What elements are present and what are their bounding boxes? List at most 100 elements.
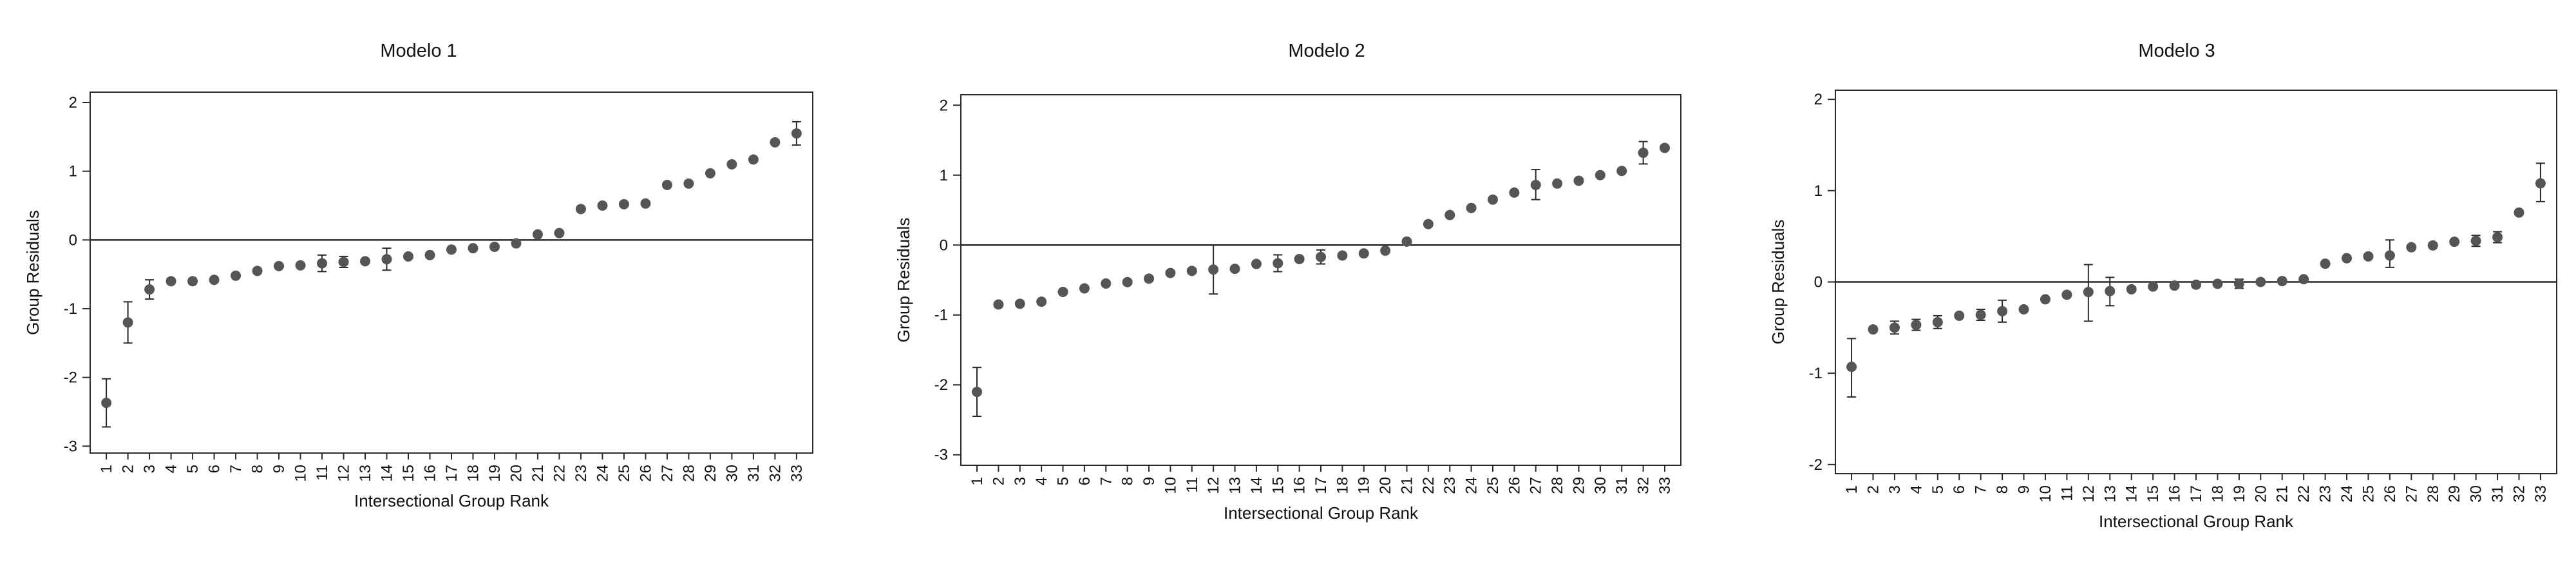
plot-frame: [960, 94, 1681, 466]
x-tick-label: 9: [2016, 485, 2033, 494]
data-point: [748, 154, 759, 165]
y-tick-label: 0: [69, 231, 77, 249]
data-point: [1846, 362, 1857, 372]
x-tick-label: 9: [1141, 477, 1158, 485]
data-point: [661, 180, 672, 190]
x-tick-label: 22: [551, 465, 568, 482]
x-tick-label: 16: [422, 465, 439, 482]
y-tick-label: -3: [934, 447, 948, 464]
data-point: [144, 284, 155, 295]
data-point: [2449, 237, 2460, 247]
x-tick-label: 15: [1269, 477, 1287, 494]
x-axis-label: Intersectional Group Rank: [2099, 512, 2294, 531]
data-point: [2083, 287, 2094, 298]
data-point: [726, 159, 737, 169]
x-tick-label: 28: [680, 465, 697, 482]
x-tick-label: 2: [120, 465, 137, 473]
data-point: [640, 198, 651, 209]
data-point: [2514, 207, 2524, 218]
data-point: [2255, 276, 2266, 287]
data-point: [468, 243, 478, 254]
data-point: [2212, 278, 2223, 289]
data-point: [575, 204, 586, 215]
data-point: [1251, 258, 1262, 269]
x-tick-label: 20: [2252, 485, 2269, 503]
y-tick-label: -1: [934, 307, 948, 324]
x-tick-label: 20: [1377, 477, 1394, 494]
data-point: [554, 227, 565, 238]
x-tick-label: 31: [1613, 477, 1631, 494]
data-point: [2535, 178, 2546, 189]
x-tick-label: 5: [1055, 477, 1072, 485]
x-tick-label: 32: [2510, 485, 2528, 503]
data-point: [360, 256, 371, 267]
x-tick-label: 15: [400, 465, 417, 482]
x-tick-label: 26: [1506, 477, 1523, 494]
x-tick-label: 18: [1334, 477, 1351, 494]
data-point: [511, 238, 522, 249]
data-point: [972, 387, 983, 398]
x-tick-label: 29: [1570, 477, 1587, 494]
x-tick-label: 25: [1484, 477, 1502, 494]
data-point: [2406, 242, 2417, 253]
x-tick-label: 22: [1420, 477, 1437, 494]
y-tick-label: -1: [64, 300, 77, 318]
data-point: [2492, 232, 2503, 243]
data-point: [2363, 251, 2374, 262]
x-tick-label: 30: [1592, 477, 1609, 494]
data-point: [2320, 258, 2331, 269]
x-tick-label: 4: [1033, 477, 1050, 485]
x-tick-label: 30: [2468, 485, 2485, 503]
y-tick-label: -2: [64, 369, 77, 387]
data-point: [2105, 285, 2116, 296]
x-tick-label: 33: [788, 465, 806, 482]
data-point: [597, 200, 608, 211]
data-point: [2233, 278, 2244, 289]
data-point: [1444, 209, 1455, 220]
x-tick-label: 17: [2188, 485, 2205, 503]
x-tick-label: 11: [1184, 477, 1201, 493]
x-tick-label: 11: [2058, 485, 2076, 501]
data-point: [231, 270, 242, 281]
x-tick-label: 31: [745, 465, 762, 482]
data-point: [2384, 250, 2395, 261]
chart-title: Modelo 2: [1288, 41, 1365, 61]
data-point: [2148, 281, 2159, 292]
x-tick-label: 13: [357, 465, 374, 482]
data-point: [1932, 316, 1943, 327]
x-tick-label: 19: [486, 465, 504, 482]
x-tick-label: 16: [2166, 485, 2184, 503]
x-tick-label: 14: [379, 465, 396, 482]
data-point: [1316, 251, 1326, 262]
data-point: [1186, 266, 1197, 276]
x-tick-label: 4: [1908, 485, 1925, 494]
data-point: [446, 244, 457, 255]
data-point: [338, 256, 349, 267]
x-tick-label: 5: [1929, 485, 1947, 494]
data-point: [2018, 304, 2029, 314]
data-point: [166, 276, 176, 287]
x-tick-label: 6: [206, 465, 223, 473]
x-tick-label: 16: [1291, 477, 1309, 494]
x-tick-label: 28: [1549, 477, 1566, 494]
data-point: [618, 198, 629, 209]
data-point: [2470, 235, 2481, 246]
data-point: [2342, 253, 2353, 264]
x-tick-label: 8: [1119, 477, 1137, 485]
data-point: [1294, 253, 1305, 264]
data-point: [683, 178, 694, 189]
x-tick-label: 26: [637, 465, 654, 482]
x-axis-label: Intersectional Group Rank: [1224, 503, 1419, 523]
y-tick-label: -2: [1809, 456, 1823, 474]
y-tick-label: 2: [940, 97, 948, 114]
x-tick-label: 2: [990, 477, 1007, 485]
x-tick-label: 27: [1528, 477, 1545, 494]
data-point: [381, 254, 392, 265]
y-tick-label: 2: [69, 94, 77, 111]
data-point: [252, 266, 263, 276]
x-tick-label: 1: [98, 465, 115, 473]
x-tick-label: 6: [1076, 477, 1094, 485]
x-tick-label: 13: [1227, 477, 1244, 494]
